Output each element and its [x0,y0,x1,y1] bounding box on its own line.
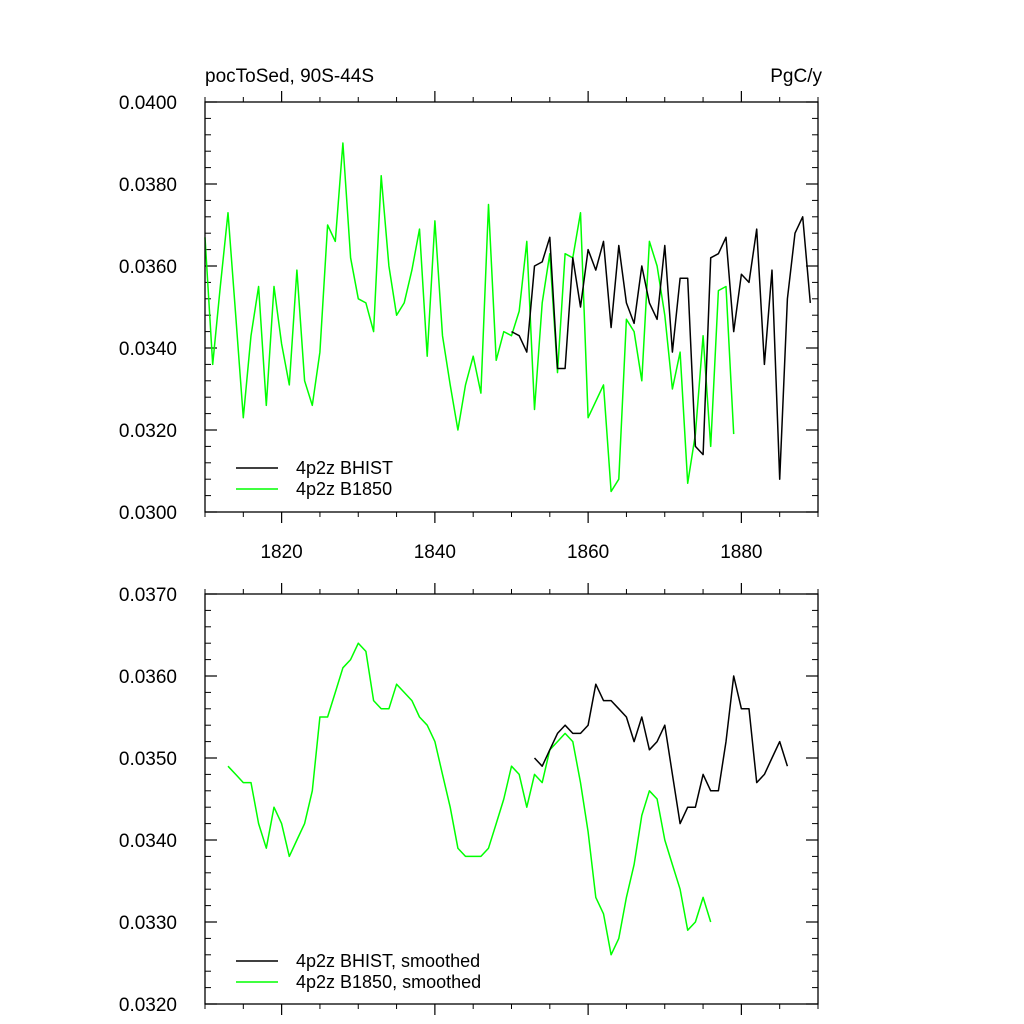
legend-label-bhist: 4p2z BHIST [296,458,393,478]
top-x-tick-label: 1820 [260,542,302,563]
top-x-tick-label: 1880 [720,542,762,563]
top-y-tick-label: 0.0380 [119,175,177,196]
top-series-line-4p2z-bhist [511,216,812,480]
bottom-y-tick-label: 0.0350 [119,749,177,770]
top-panel: pocToSed, 90S-44S PgC/y 1820 1840 1860 1880… [119,66,823,563]
top-panel-units-label: PgC/y [770,66,822,87]
top-panel-title: pocToSed, 90S-44S [205,66,374,87]
bottom-y-tick-label: 0.0340 [119,831,177,852]
legend-label-bhist-smoothed: 4p2z BHIST, smoothed [296,951,480,971]
top-y-tick-label: 0.0340 [119,339,177,360]
legend-label-b1850-smoothed: 4p2z B1850, smoothed [296,972,481,992]
bottom-y-tick-label: 0.0360 [119,667,177,688]
top-x-tick-label: 1860 [567,542,609,563]
bottom-series-line-4p2z-b1850-smoothed [227,642,712,956]
top-x-tick-label: 1840 [414,542,456,563]
bottom-panel-series [227,642,789,956]
bottom-series-line-4p2z-bhist-smoothed [533,675,789,825]
top-panel-legend: 4p2z BHIST 4p2z B1850 [236,458,393,499]
top-y-tick-label: 0.0360 [119,257,177,278]
bottom-y-tick-label: 0.0370 [119,585,177,606]
top-panel-frame [204,101,819,513]
top-y-tick-label: 0.0400 [119,93,177,114]
legend-label-b1850: 4p2z B1850 [296,479,392,499]
top-panel-ticks: 1820 1840 1860 1880 0.0300 0.0320 0.0340 0.0360… [119,91,819,563]
bottom-panel: 0.0320 0.0330 0.0340 0.0350 0.0360 0.0370 4p2… [119,583,819,1016]
bottom-panel-legend: 4p2z BHIST, smoothed 4p2z B1850, smoothe… [236,951,481,992]
top-y-tick-label: 0.0320 [119,421,177,442]
top-y-tick-label: 0.0300 [119,503,177,524]
top-series-line-4p2z-b1850 [204,142,735,493]
bottom-y-tick-label: 0.0320 [119,995,177,1016]
bottom-y-tick-label: 0.0330 [119,913,177,934]
top-panel-series [204,142,812,493]
bottom-panel-frame [204,593,819,1005]
